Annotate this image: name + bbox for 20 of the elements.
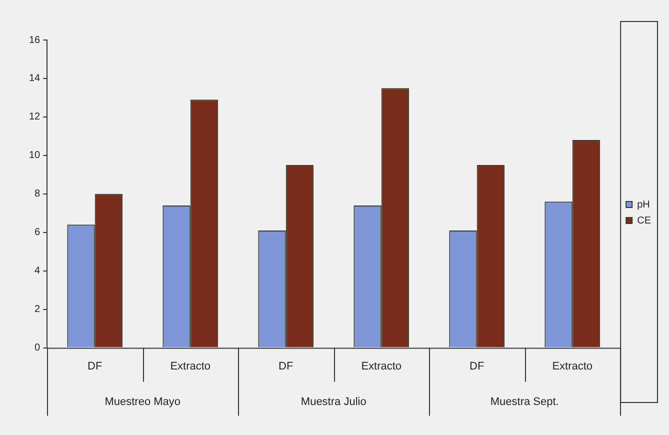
text: Muestra Julio (300, 396, 366, 408)
y-tick-label: 12 (29, 112, 41, 123)
legend-label: pH (637, 199, 650, 210)
x-tick-label: DF (278, 360, 294, 372)
text: Muestra Sept. (490, 396, 559, 408)
x-tick-label: Extracto (170, 360, 211, 372)
y-tick-label: 4 (34, 266, 41, 277)
y-tick-label: 8 (34, 188, 41, 200)
legend-label: CE (637, 215, 652, 226)
y-tick-label: 6 (34, 227, 41, 238)
y-tick-label: 10 (29, 150, 41, 162)
x-tick-label: DF (470, 360, 484, 372)
y-tick-label: 14 (29, 73, 41, 84)
x-tick-label: DF (88, 360, 102, 372)
x-tick-label: Extracto (361, 360, 402, 372)
x-tick-label: Extracto (552, 360, 593, 372)
y-tick-label: 16 (29, 34, 41, 46)
y-tick-label: 2 (34, 304, 41, 316)
y-tick-label: 0 (34, 342, 41, 354)
text: Muestreo Mayo (104, 396, 181, 408)
